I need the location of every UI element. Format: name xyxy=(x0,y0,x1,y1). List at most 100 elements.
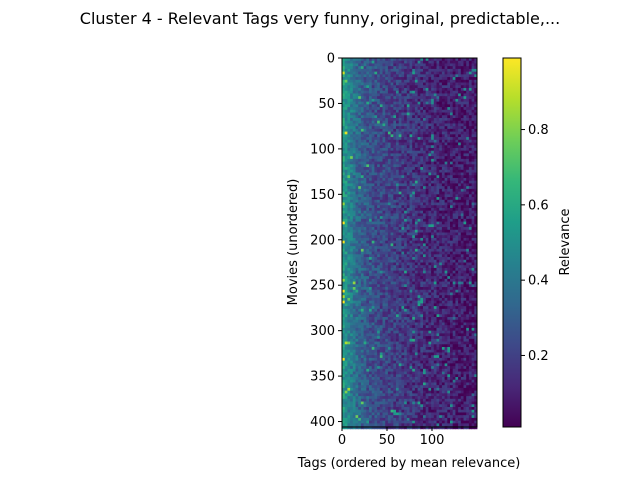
heatmap-cell xyxy=(431,188,435,193)
heatmap-cell xyxy=(474,273,478,277)
heatmap-cell xyxy=(352,66,356,70)
heatmap-cell xyxy=(355,63,359,67)
heatmap-cell xyxy=(474,87,478,92)
heatmap-cell xyxy=(366,158,370,163)
heatmap-cell xyxy=(374,142,378,146)
heatmap-cell xyxy=(344,251,348,255)
heatmap-cell xyxy=(436,327,440,332)
heatmap-cell xyxy=(420,235,424,239)
heatmap-cell xyxy=(355,235,359,239)
heatmap-cell xyxy=(441,308,445,312)
heatmap-cell xyxy=(452,227,456,231)
heatmap-cell xyxy=(447,278,451,282)
heatmap-cell xyxy=(417,243,421,247)
heatmap-cell xyxy=(393,147,397,152)
heatmap-cell xyxy=(412,96,416,100)
heatmap-cell xyxy=(390,183,394,187)
heatmap-cell xyxy=(377,191,381,195)
heatmap-cell xyxy=(455,246,459,250)
heatmap-cell xyxy=(423,221,427,225)
heatmap-cell xyxy=(404,85,408,89)
heatmap-cell xyxy=(439,169,443,173)
heatmap-cell xyxy=(396,137,400,141)
heatmap-cell xyxy=(417,68,421,73)
heatmap-cell xyxy=(360,147,364,152)
heatmap-cell xyxy=(458,145,462,149)
heatmap-cell xyxy=(423,87,427,92)
heatmap-cell xyxy=(363,71,367,75)
heatmap-cell xyxy=(371,167,375,171)
heatmap-cell xyxy=(355,139,359,143)
heatmap-cell xyxy=(436,317,440,321)
heatmap-cell xyxy=(366,199,370,203)
heatmap-cell xyxy=(474,101,478,105)
heatmap-cell xyxy=(433,251,437,255)
heatmap-cell xyxy=(463,327,467,332)
heatmap-cell xyxy=(396,327,400,332)
heatmap-cell xyxy=(355,180,359,184)
heatmap-cell xyxy=(466,85,470,89)
heatmap-cell xyxy=(390,210,394,214)
heatmap-cell xyxy=(425,308,429,312)
heatmap-cell xyxy=(439,63,443,67)
heatmap-cell xyxy=(379,123,383,127)
heatmap-cell xyxy=(369,207,373,212)
heatmap-cell xyxy=(417,183,421,187)
heatmap-cell xyxy=(458,327,462,332)
heatmap-cell xyxy=(390,202,394,206)
heatmap-cell xyxy=(342,147,346,152)
heatmap-cell xyxy=(433,262,437,266)
heatmap-cell xyxy=(439,240,443,244)
heatmap-cell xyxy=(450,295,454,299)
heatmap-cell xyxy=(360,325,364,329)
heatmap-cell xyxy=(425,246,429,250)
heatmap-cell xyxy=(355,265,359,269)
heatmap-cell xyxy=(396,101,400,105)
heatmap-cell xyxy=(420,248,424,252)
heatmap-cell xyxy=(366,87,370,92)
heatmap-cell xyxy=(436,254,440,258)
heatmap-cell xyxy=(458,237,462,242)
heatmap-cell xyxy=(423,267,427,272)
heatmap-cell xyxy=(409,216,413,220)
heatmap-cell xyxy=(452,63,456,67)
heatmap-cell xyxy=(404,156,408,160)
heatmap-cell xyxy=(342,205,346,209)
heatmap-cell xyxy=(385,63,389,67)
heatmap-cell xyxy=(452,74,456,78)
heatmap-cell xyxy=(428,197,432,201)
heatmap-cell xyxy=(420,243,424,247)
heatmap-cell xyxy=(436,68,440,73)
heatmap-cell xyxy=(355,60,359,64)
heatmap-cell xyxy=(420,188,424,193)
heatmap-cell xyxy=(350,197,354,201)
heatmap-cell xyxy=(441,93,445,97)
heatmap-cell xyxy=(471,74,475,78)
heatmap-cell xyxy=(401,191,405,195)
heatmap-cell xyxy=(358,68,362,73)
heatmap-cell xyxy=(471,175,475,179)
heatmap-cell xyxy=(466,156,470,160)
heatmap-cell xyxy=(344,303,348,307)
heatmap-cell xyxy=(379,101,383,105)
heatmap-cell xyxy=(431,213,435,217)
heatmap-cell xyxy=(406,150,410,154)
heatmap-cell xyxy=(471,139,475,143)
heatmap-cell xyxy=(466,227,470,231)
heatmap-cell xyxy=(401,327,405,332)
heatmap-cell xyxy=(350,311,354,315)
heatmap-cell xyxy=(396,224,400,228)
heatmap-cell xyxy=(428,292,432,296)
heatmap-cell xyxy=(401,232,405,236)
heatmap-cell xyxy=(463,175,467,179)
heatmap-cell xyxy=(406,243,410,247)
heatmap-cell xyxy=(393,104,397,108)
heatmap-cell xyxy=(377,177,381,182)
heatmap-cell xyxy=(436,270,440,274)
heatmap-cell xyxy=(379,87,383,92)
heatmap-cell xyxy=(463,158,467,163)
heatmap-cell xyxy=(358,292,362,296)
heatmap-cell xyxy=(420,237,424,242)
heatmap-cell xyxy=(360,224,364,228)
heatmap-cell xyxy=(363,221,367,225)
